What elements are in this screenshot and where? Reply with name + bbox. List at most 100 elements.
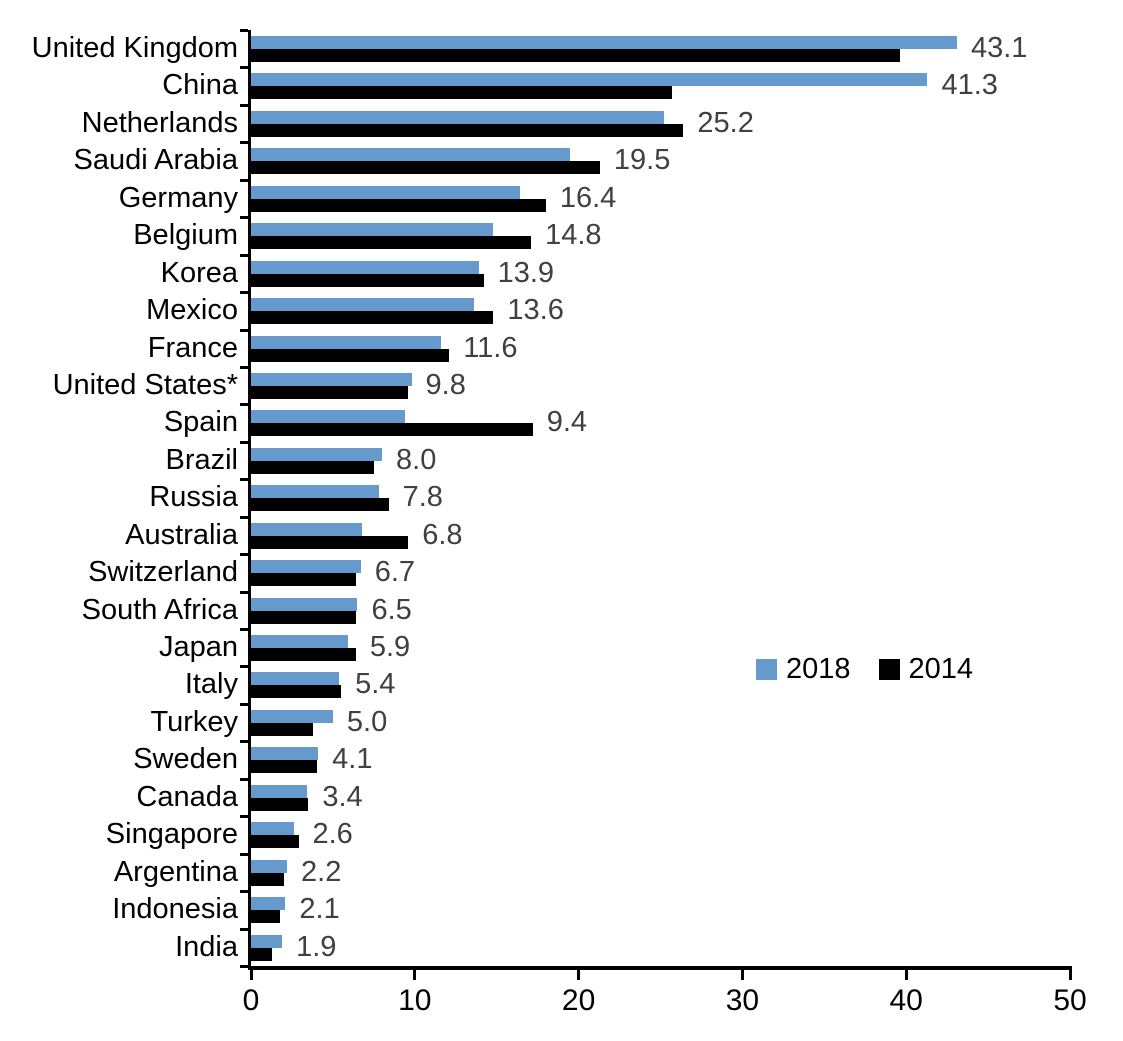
- y-axis-tick: [240, 515, 248, 519]
- x-axis-line: [248, 966, 1072, 970]
- bar-2014: [251, 460, 374, 474]
- value-label: 6.8: [422, 518, 463, 551]
- bar-2018: [251, 372, 412, 386]
- bar-2018: [251, 597, 358, 611]
- bar-2018: [251, 784, 307, 798]
- category-label: South Africa: [81, 593, 238, 626]
- value-label: 5.0: [346, 705, 388, 738]
- category-label: Switzerland: [88, 556, 238, 589]
- category-label: China: [162, 69, 238, 102]
- bar-2018: [251, 747, 319, 761]
- category-label: Belgium: [133, 219, 238, 252]
- legend-entry-2018: 2018: [756, 653, 851, 686]
- y-axis-tick: [240, 29, 248, 32]
- x-axis-tick-label: 30: [725, 984, 760, 1017]
- bar-2018: [251, 934, 283, 948]
- bar-2014: [251, 910, 281, 924]
- value-label: 19.5: [613, 144, 671, 177]
- legend: 2018 2014: [756, 653, 973, 686]
- bar-2014: [251, 423, 533, 437]
- y-axis-line: [248, 30, 251, 969]
- value-label: 5.4: [355, 668, 396, 701]
- category-label: Korea: [160, 256, 238, 289]
- value-label: 2.1: [299, 893, 340, 926]
- category-label: United States*: [52, 368, 238, 401]
- bar-2014: [251, 198, 546, 212]
- bar-2014: [251, 311, 494, 325]
- value-label: 9.4: [546, 406, 588, 439]
- bar-2018: [251, 635, 348, 649]
- bar-2018: [251, 859, 288, 873]
- category-label: Turkey: [150, 705, 238, 738]
- bar-2018: [251, 522, 363, 536]
- category-label: Japan: [158, 631, 238, 664]
- legend-entry-2014: 2014: [878, 653, 974, 686]
- value-label: 7.8: [402, 481, 443, 514]
- y-axis-tick: [240, 815, 248, 819]
- y-axis-tick: [240, 403, 248, 407]
- bar-2018: [251, 410, 405, 424]
- category-label: Brazil: [165, 443, 238, 476]
- category-label: Netherlands: [81, 106, 238, 139]
- legend-label-2014: 2014: [908, 653, 974, 685]
- bar-2018: [251, 709, 333, 723]
- y-axis-tick: [240, 628, 248, 632]
- y-axis-tick: [240, 365, 248, 369]
- category-label: India: [175, 930, 238, 963]
- bar-2014: [251, 648, 356, 662]
- category-label: Mexico: [146, 294, 238, 327]
- bar-2018: [251, 36, 957, 49]
- bar-2018: [251, 185, 520, 199]
- value-label: 25.2: [697, 106, 754, 139]
- bar-2014: [251, 123, 684, 137]
- value-label: 14.8: [545, 219, 602, 252]
- y-axis-tick: [240, 927, 248, 931]
- bar-2014: [251, 872, 284, 886]
- y-axis-tick: [240, 665, 248, 669]
- bar-2018: [251, 298, 474, 312]
- value-label: 11.6: [463, 331, 518, 364]
- legend-label-2018: 2018: [786, 653, 851, 685]
- bar-2018: [251, 110, 664, 124]
- bar-2014: [251, 610, 356, 624]
- bar-2018: [251, 148, 571, 162]
- bar-2014: [251, 236, 532, 250]
- x-axis-tick: [1068, 966, 1072, 980]
- value-label: 4.1: [332, 743, 373, 776]
- value-label: 6.5: [371, 593, 412, 626]
- y-axis-tick: [240, 890, 248, 894]
- category-label: Sweden: [133, 743, 238, 776]
- y-axis-tick: [240, 553, 248, 557]
- y-axis-tick: [240, 328, 248, 332]
- y-axis-tick: [240, 66, 248, 70]
- value-label: 43.1: [970, 32, 1028, 64]
- y-axis-tick: [240, 440, 248, 444]
- category-label: Indonesia: [112, 893, 238, 926]
- value-label: 13.9: [497, 256, 555, 289]
- bar-2014: [251, 49, 900, 62]
- bar-2018: [251, 73, 928, 87]
- y-axis-tick: [240, 777, 248, 781]
- y-axis-tick: [240, 291, 248, 295]
- bar-2018: [251, 223, 494, 237]
- category-label: Australia: [125, 518, 238, 551]
- bar-2018: [251, 897, 286, 911]
- bar-2014: [251, 86, 672, 100]
- bar-2014: [251, 535, 409, 549]
- value-label: 2.6: [312, 818, 353, 851]
- bar-2014: [251, 573, 356, 587]
- legend-swatch-2014: [878, 659, 900, 680]
- category-label: United Kingdom: [31, 32, 238, 64]
- x-axis-tick: [249, 966, 253, 980]
- value-label: 13.6: [507, 294, 564, 327]
- bar-2018: [251, 822, 294, 836]
- value-label: 5.9: [369, 631, 411, 664]
- y-axis-tick: [240, 478, 248, 482]
- bar-2014: [251, 835, 299, 849]
- category-label: Italy: [184, 668, 238, 701]
- bar-2014: [251, 722, 314, 736]
- y-axis-tick: [240, 965, 248, 968]
- x-axis-tick-label: 10: [398, 984, 432, 1017]
- y-axis-tick: [240, 216, 248, 220]
